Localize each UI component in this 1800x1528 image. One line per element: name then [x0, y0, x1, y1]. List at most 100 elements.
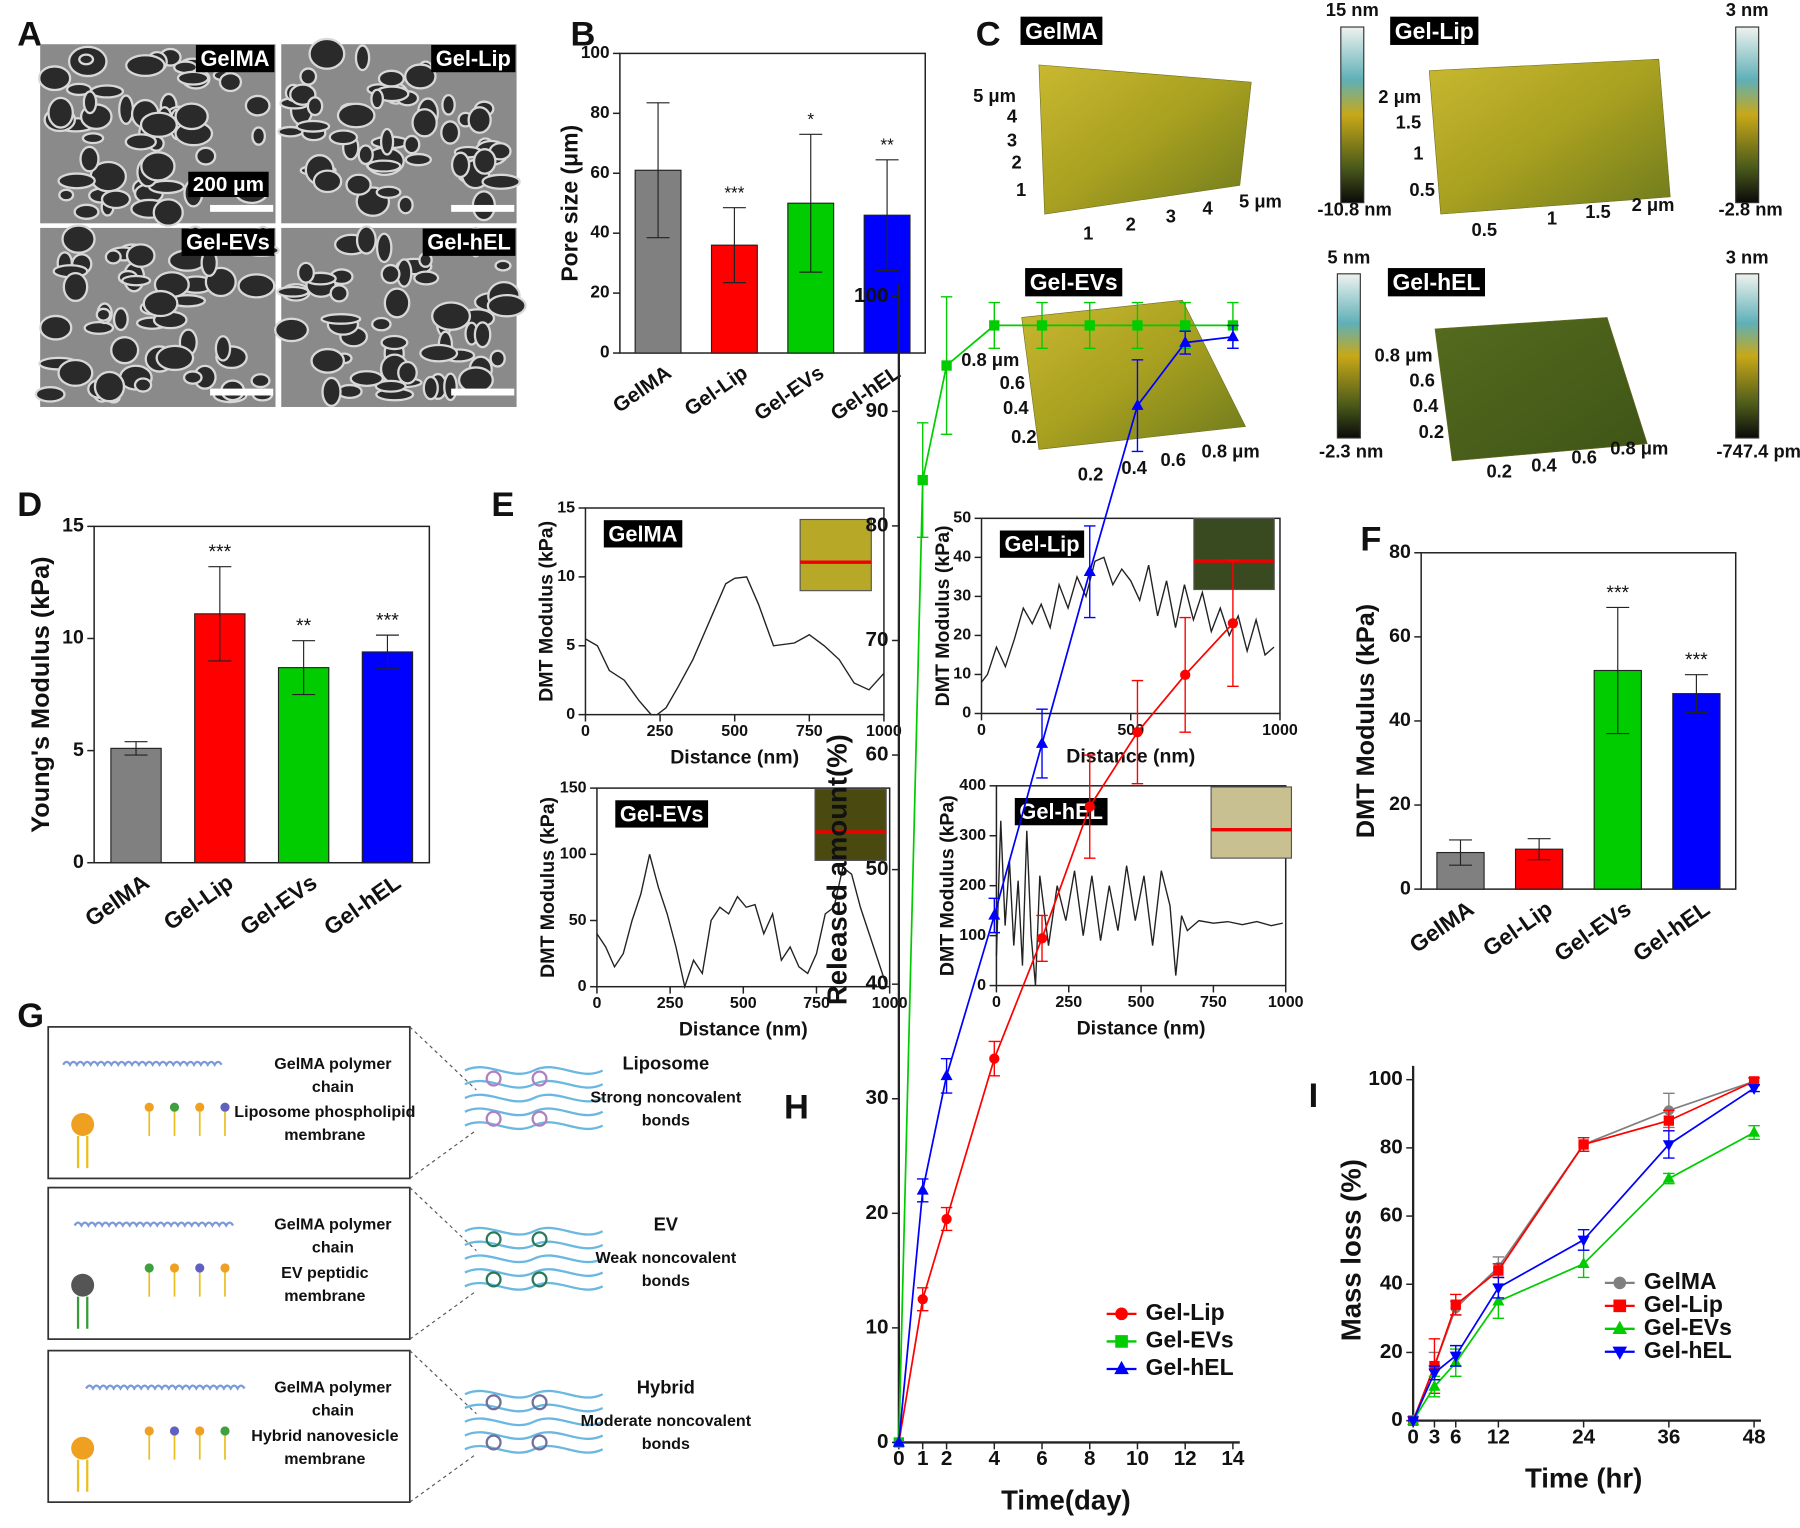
molecule [71, 1436, 95, 1460]
marker [1612, 1346, 1628, 1360]
error-bar [722, 207, 746, 284]
x-axis-label: Distance (nm) [679, 1018, 808, 1040]
y-tick-label: 70 [866, 628, 889, 651]
marker [1083, 565, 1096, 576]
pore [121, 274, 152, 287]
y-tick-label: 0 [977, 976, 986, 994]
y-tick-label: 150 [560, 778, 587, 796]
afm-x-tick: 0.4 [1531, 455, 1557, 476]
y-tick-label: 90 [866, 399, 889, 422]
scale-bar [210, 388, 274, 396]
y-tick-label: 100 [581, 42, 610, 62]
afm-x-tick: 0.2 [1078, 464, 1104, 485]
pore [118, 94, 135, 125]
pore [295, 119, 331, 133]
vesicle [485, 1394, 502, 1411]
y-tick-label: 40 [1380, 1272, 1403, 1295]
afm-x-tick: 1.5 [1585, 201, 1611, 222]
pore [380, 334, 409, 351]
pore [182, 370, 203, 385]
panel-label: I [1309, 1077, 1319, 1115]
pore [450, 151, 471, 179]
y-tick-label: 0 [1391, 1408, 1403, 1431]
pore [422, 375, 439, 401]
lipid-head [220, 1426, 230, 1436]
pore [366, 159, 402, 173]
legend-label: GelMA [1644, 1268, 1717, 1294]
afm-surface [1428, 58, 1671, 215]
pore [349, 370, 384, 387]
pore [214, 335, 232, 362]
pore [411, 108, 438, 138]
marker [892, 1435, 905, 1447]
pore [176, 70, 210, 86]
marker [1428, 1379, 1441, 1391]
x-axis-label: Distance (nm) [1066, 745, 1195, 767]
vesicle [531, 1271, 548, 1288]
chain-label: GelMA polymer [274, 1216, 391, 1234]
lipid-head [220, 1263, 230, 1273]
bond-label: bonds [642, 1111, 690, 1129]
network [464, 1093, 604, 1103]
pore [47, 96, 74, 129]
network [464, 1226, 604, 1236]
diagram-box [47, 1186, 411, 1340]
pore [100, 189, 132, 210]
pore [250, 373, 271, 389]
afm-y-tick: 5 μm [973, 85, 1016, 106]
x-tick-label: 1 [917, 1447, 929, 1470]
x-tick-label: 0 [581, 722, 590, 740]
x-tick-label: 750 [803, 994, 830, 1012]
vesicle [485, 1434, 502, 1451]
x-tick-label: GelMA [80, 869, 154, 932]
bond-label: Weak noncovalent [595, 1249, 736, 1267]
y-tick-label: 100 [959, 926, 986, 944]
lipid-head [195, 1263, 205, 1273]
chain-label: GelMA polymer [274, 1055, 391, 1073]
polymer-chain [62, 1060, 223, 1067]
afm-y-tick: 4 [1007, 106, 1018, 127]
marker [989, 1053, 1000, 1064]
pore [110, 336, 140, 365]
x-tick-label: 0 [592, 994, 601, 1012]
marker [1449, 1351, 1462, 1363]
marker [1662, 1140, 1675, 1152]
x-tick-label: Gel-Lip [159, 869, 238, 935]
marker [940, 1069, 953, 1081]
membrane-label: membrane [284, 1126, 365, 1144]
vesicle [485, 1070, 502, 1087]
lipid-head [195, 1426, 205, 1436]
pore [61, 224, 96, 254]
network [464, 1268, 604, 1277]
error-bar [875, 159, 899, 272]
marker [1428, 1368, 1441, 1380]
bar [361, 651, 414, 864]
marker [989, 320, 1000, 331]
pore [329, 284, 349, 303]
afm-x-tick: 0.8 μm [1610, 437, 1668, 458]
afm-x-tick: 2 [1126, 213, 1136, 234]
significance-label: *** [1685, 649, 1708, 671]
pore [218, 72, 243, 93]
significance-label: * [807, 109, 814, 129]
y-axis-label: Young's Modulus (kPa) [27, 556, 55, 832]
plot-frame [619, 52, 927, 354]
callout [409, 1026, 477, 1179]
y-tick-label: 5 [566, 636, 575, 654]
pore [195, 146, 217, 166]
afm-x-tick: 1 [1547, 208, 1557, 229]
pore [377, 69, 405, 88]
pore [397, 360, 418, 385]
lipid-head [169, 1426, 180, 1436]
pore [104, 249, 122, 265]
y-tick-label: 100 [1368, 1067, 1402, 1090]
color-bar [1336, 273, 1361, 439]
label-box [188, 171, 269, 198]
afm-x-tick: 5 μm [1239, 190, 1282, 211]
x-tick-label: 8 [1084, 1447, 1095, 1470]
bond-kind: EV [654, 1213, 679, 1234]
y-tick-label: 0 [566, 705, 575, 723]
marker [1226, 330, 1239, 342]
network [464, 1417, 604, 1427]
label-box [431, 44, 516, 73]
